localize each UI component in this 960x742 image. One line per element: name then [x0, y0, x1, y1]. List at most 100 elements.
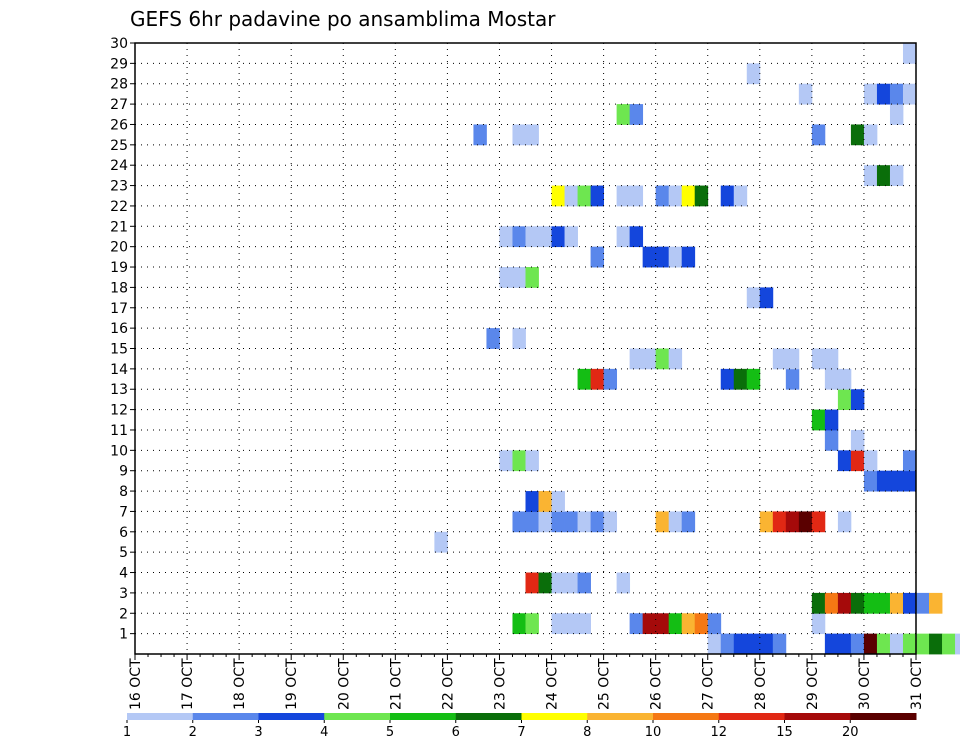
heatmap-cell: [538, 511, 552, 533]
heatmap-cell: [824, 348, 839, 370]
heatmap-cell: [668, 185, 683, 207]
legend-label: 20: [842, 725, 859, 740]
heatmap-cell: [629, 348, 644, 370]
heatmap-cell: [616, 226, 631, 248]
heatmap-cell: [616, 185, 631, 207]
heatmap-cell: [525, 267, 539, 288]
heatmap-cell: [811, 409, 826, 431]
heatmap-cell: [837, 511, 852, 533]
heatmap-cell: [525, 450, 539, 472]
x-tick-label: 19 OCT: [284, 658, 300, 710]
heatmap-cell: [863, 592, 878, 614]
heatmap-cell: [564, 613, 578, 635]
legend-swatch: [127, 713, 194, 720]
heatmap-cell: [759, 287, 774, 309]
y-tick-label: 14: [110, 362, 128, 378]
heatmap-cell: [837, 389, 852, 410]
heatmap-cell: [694, 185, 709, 207]
heatmap-cell: [785, 348, 800, 370]
chart-title: GEFS 6hr padavine po ansamblima Mostar: [130, 7, 556, 31]
heatmap-cell: [525, 226, 539, 248]
heatmap-cell: [473, 124, 487, 146]
heatmap-cell: [863, 470, 878, 492]
heatmap-cell: [811, 348, 826, 370]
heatmap-cell: [603, 368, 618, 390]
heatmap-cell: [916, 633, 930, 655]
heatmap-cell: [902, 450, 917, 472]
legend-swatch: [521, 713, 588, 720]
heatmap-cell: [811, 124, 826, 146]
heatmap-cell: [525, 511, 539, 533]
heatmap-cell: [590, 368, 604, 390]
heatmap-cell: [863, 450, 878, 472]
heatmap-cell: [681, 511, 696, 533]
x-tick-label: 16 OCT: [128, 658, 144, 710]
heatmap-cell: [837, 368, 852, 390]
y-tick-label: 18: [110, 280, 128, 296]
y-tick-label: 4: [119, 566, 128, 582]
heatmap-cell: [681, 185, 696, 207]
heatmap-cell: [486, 328, 500, 349]
heatmap-cell: [642, 246, 657, 268]
heatmap-cell: [759, 511, 774, 533]
heatmap-cell: [863, 83, 878, 105]
heatmap-cell: [707, 633, 722, 655]
heatmap-cell: [746, 633, 761, 655]
legend-label: 5: [386, 725, 394, 740]
y-tick-label: 21: [110, 219, 128, 235]
color-legend: 1 2 3 4 5 6 7 8 10 12 15 20: [123, 713, 917, 740]
heatmap-cell: [876, 470, 891, 492]
heatmap-cell: [551, 491, 565, 512]
x-tick-label: 21 OCT: [388, 658, 404, 710]
y-tick-label: 13: [110, 382, 128, 398]
heatmap-cell: [850, 124, 865, 146]
heatmap-cell: [538, 491, 552, 512]
x-tick-label: 27 OCT: [701, 658, 717, 710]
legend-label: 10: [645, 725, 662, 740]
heatmap-cell: [876, 165, 891, 186]
heatmap-cell: [577, 368, 591, 390]
y-tick-label: 7: [119, 504, 128, 520]
heatmap-cell: [785, 511, 800, 533]
heatmap-cell: [902, 592, 917, 614]
heatmap-cell: [668, 613, 683, 635]
heatmap-cell: [551, 613, 565, 635]
heatmap-cell: [564, 226, 578, 248]
heatmap-cell: [512, 613, 526, 635]
y-tick-label: 2: [119, 606, 128, 622]
heatmap-cell: [681, 246, 696, 268]
heatmap-cell: [811, 613, 826, 635]
x-tick-label: 22 OCT: [440, 658, 456, 710]
x-tick-label: 17 OCT: [180, 658, 196, 710]
y-tick-label: 30: [110, 36, 128, 52]
heatmap-cell: [577, 185, 591, 207]
x-axis: 16 OCT 17 OCT 18 OCT 19 OCT 20 OCT 21 OCT 22 O…: [128, 654, 925, 710]
heatmap-cell: [655, 511, 670, 533]
heatmap-cell: [733, 368, 748, 390]
heatmap-cell: [902, 633, 917, 655]
heatmap-cell: [564, 572, 578, 594]
heatmap-cell: [694, 613, 709, 635]
x-tick-label: 28 OCT: [753, 658, 769, 710]
heatmap-cell: [902, 43, 917, 64]
heatmap-cell: [850, 592, 865, 614]
y-tick-label: 22: [110, 199, 128, 215]
y-tick-label: 10: [110, 443, 128, 459]
heatmap-cell: [746, 368, 761, 390]
heatmap-cell: [772, 511, 787, 533]
heatmap-cell: [811, 592, 826, 614]
y-tick-label: 12: [110, 403, 128, 419]
heatmap-cell: [772, 633, 787, 655]
heatmap-cell: [655, 613, 670, 635]
legend-swatch: [653, 713, 720, 720]
heatmap-cell: [824, 592, 839, 614]
x-tick-label: 25 OCT: [597, 658, 613, 710]
y-tick-label: 20: [110, 240, 128, 256]
legend-label: 7: [517, 725, 525, 740]
heatmap-cell: [902, 470, 917, 492]
heatmap-cell: [707, 613, 722, 635]
y-tick-label: 5: [119, 545, 128, 561]
heatmap-cell: [512, 450, 526, 472]
legend-label: 6: [452, 725, 460, 740]
legend-label: 12: [710, 725, 727, 740]
